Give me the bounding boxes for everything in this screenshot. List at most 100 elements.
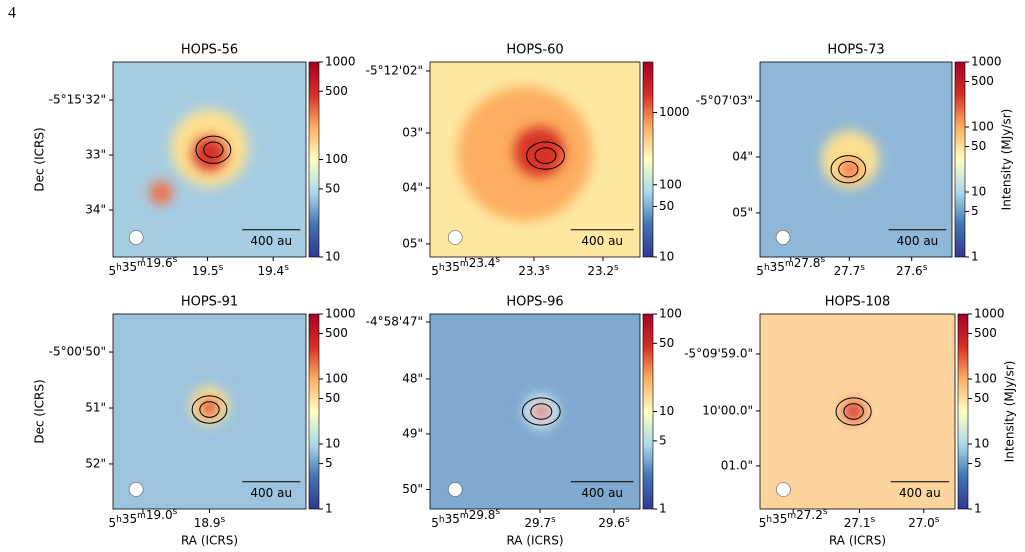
colorbar-tick-label: 5 xyxy=(325,456,333,470)
colorbar-tick-label: 500 xyxy=(325,326,348,340)
image: 400 au xyxy=(113,62,306,257)
colorbar xyxy=(308,313,320,510)
image: 400 au xyxy=(113,314,306,509)
colorbar-tick-label: 10 xyxy=(325,437,340,451)
x-tick-label: 19.5s xyxy=(192,263,224,278)
frame xyxy=(429,61,641,258)
x-axis-label: RA (ICRS) xyxy=(181,534,238,548)
x-tick-label: 29.7s xyxy=(524,515,556,530)
y-tick-label: -5°00'50" xyxy=(49,345,106,359)
y-tick-label: 49" xyxy=(402,426,423,440)
colorbar-tick-label: 5 xyxy=(659,433,667,447)
panel: HOPS-56 400 au -5°15'32" 33" 34" 5h35m19.6s 19… xyxy=(33,43,356,278)
contour xyxy=(835,397,872,426)
x-tick-label: 23.3s xyxy=(518,263,550,278)
beam xyxy=(447,230,463,245)
colorbar xyxy=(957,313,969,510)
scalebar-label: 400 au xyxy=(250,486,292,500)
contour xyxy=(203,141,224,159)
panel-title: HOPS-96 xyxy=(506,295,563,310)
frame xyxy=(429,313,641,510)
colorbar xyxy=(642,313,654,510)
contour xyxy=(199,401,220,418)
scalebar-label: 400 au xyxy=(250,234,292,248)
beam xyxy=(775,230,791,245)
scalebar-label: 400 au xyxy=(899,486,941,500)
x-tick-label: 5h35m19.0s xyxy=(108,507,177,530)
colorbar-tick-label: 50 xyxy=(659,336,674,350)
y-tick-label: 10'00.0" xyxy=(702,403,753,417)
colorbar-tick-label: 50 xyxy=(974,391,989,405)
y-axis-label: Dec (ICRS) xyxy=(33,127,47,191)
image: 400 au xyxy=(430,62,640,257)
y-tick-label: -5°09'59.0" xyxy=(684,346,753,360)
emission xyxy=(192,136,227,172)
colorbar-tick-label: 100 xyxy=(974,372,997,386)
colorbar-tick-label: 5 xyxy=(971,204,979,218)
colorbar-tick-label: 1000 xyxy=(974,307,1005,321)
colorbar xyxy=(954,61,966,258)
panel-title: HOPS-56 xyxy=(181,43,238,58)
x-tick-label: 5h35m23.4s xyxy=(431,255,500,278)
colorbar-tick-label: 50 xyxy=(971,139,986,153)
x-tick-label: 5h35m19.6s xyxy=(108,255,177,278)
emission xyxy=(843,401,864,422)
x-tick-label: 27.6s xyxy=(896,263,928,278)
y-tick-label: -5°07'03" xyxy=(696,94,753,108)
image: 400 au xyxy=(760,62,952,257)
x-axis-label: RA (ICRS) xyxy=(506,534,563,548)
panel: HOPS-108 400 au -5°09'59.0" 10'00.0" 01.0" 5h… xyxy=(684,295,1016,548)
y-tick-label: 52" xyxy=(85,456,106,470)
colorbar-label: Intensity (MJy/sr) xyxy=(1000,109,1014,211)
contour xyxy=(530,403,553,420)
contour xyxy=(195,135,232,164)
colorbar-tick-label: 10 xyxy=(659,404,674,418)
x-tick-label: 5h35m27.8s xyxy=(756,255,825,278)
colorbar-tick-label: 1 xyxy=(971,250,979,264)
x-tick-label: 18.9s xyxy=(194,515,226,530)
emission xyxy=(821,130,880,189)
y-tick-label: 33" xyxy=(85,148,106,162)
x-tick-label: 19.4s xyxy=(257,263,289,278)
x-tick-label: 27.0s xyxy=(908,515,940,530)
frame xyxy=(759,61,953,258)
contour xyxy=(838,160,859,178)
emission xyxy=(840,159,860,179)
colorbar-tick-label: 100 xyxy=(659,307,682,321)
colorbar-tick-label: 50 xyxy=(325,181,340,195)
colorbar-tick-label: 1 xyxy=(659,502,667,516)
y-tick-label: 51" xyxy=(85,400,106,414)
y-tick-label: 50" xyxy=(402,482,423,496)
panel: HOPS-60 400 au -5°12'02" 03" 04" 05" 5h35m23.4… xyxy=(366,43,690,278)
y-tick-label: 05" xyxy=(732,205,753,219)
contour xyxy=(843,403,864,420)
x-tick-label: 5h35m29.8s xyxy=(431,507,500,530)
panel: HOPS-96 400 au -4°58'47" 48" 49" 50" 5h35m29.8… xyxy=(366,295,682,548)
colorbar-tick-label: 10 xyxy=(659,250,674,264)
y-axis-label: Dec (ICRS) xyxy=(33,379,47,443)
colorbar xyxy=(308,61,320,258)
panel: HOPS-91 400 au -5°00'50" 51" 52" 5h35m19.0s 18… xyxy=(33,295,356,548)
contour xyxy=(534,147,557,164)
colorbar-tick-label: 10 xyxy=(325,250,340,264)
scalebar-label: 400 au xyxy=(581,234,623,248)
colorbar-tick-label: 1000 xyxy=(971,55,1002,69)
colorbar-tick-label: 500 xyxy=(325,84,348,98)
y-tick-label: -5°15'32" xyxy=(49,93,106,107)
y-tick-label: 01.0" xyxy=(721,458,753,472)
emission xyxy=(201,399,218,416)
colorbar-tick-label: 1 xyxy=(325,502,333,516)
beam xyxy=(776,482,791,497)
x-tick-label: 27.1s xyxy=(844,515,876,530)
colorbar-tick-label: 100 xyxy=(325,372,348,386)
y-tick-label: -5°12'02" xyxy=(366,63,423,77)
emission xyxy=(514,126,565,177)
y-tick-label: 05" xyxy=(402,236,423,250)
colorbar-tick-label: 50 xyxy=(659,199,674,213)
colorbar-tick-label: 100 xyxy=(325,152,348,166)
colorbar-tick-label: 10 xyxy=(974,437,989,451)
contour xyxy=(526,141,565,170)
image: 400 au xyxy=(760,314,955,509)
colorbar-label: Intensity (MJy/sr) xyxy=(1003,361,1017,463)
panel-title: HOPS-60 xyxy=(506,43,563,58)
